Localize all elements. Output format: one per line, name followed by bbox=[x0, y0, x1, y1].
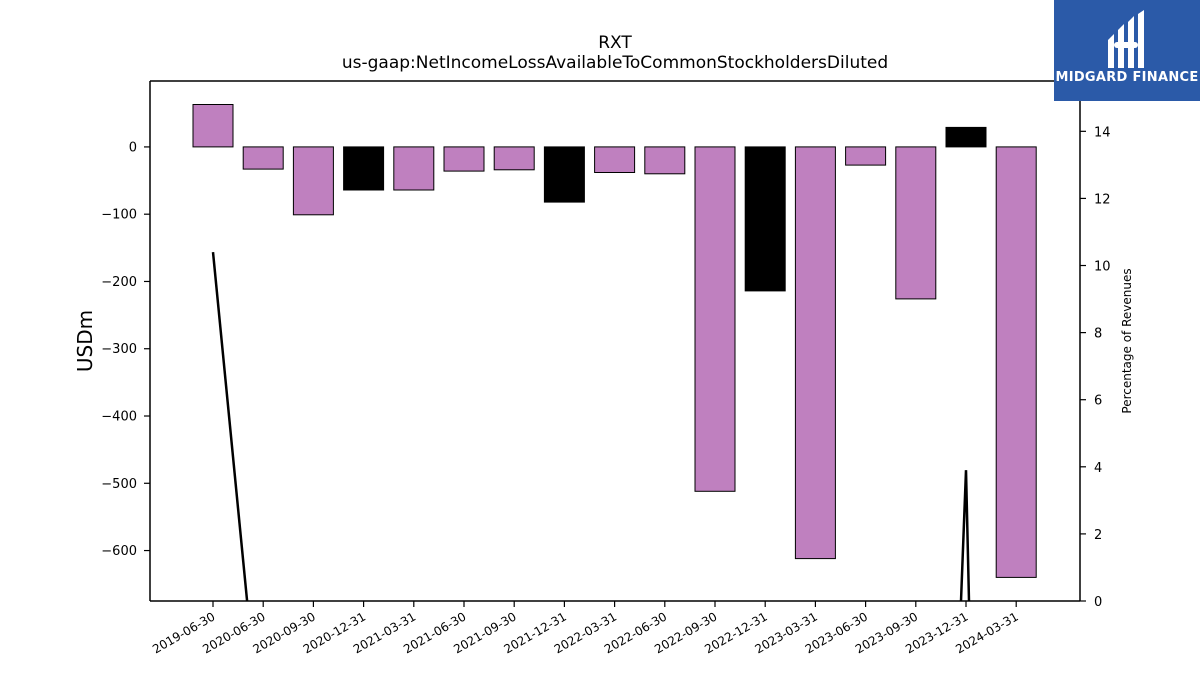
bar bbox=[945, 126, 987, 148]
bar bbox=[343, 146, 385, 191]
x-axis-ticks: 2019-06-302020-06-302020-09-302020-12-31… bbox=[150, 601, 1021, 656]
bar bbox=[644, 146, 686, 175]
bar bbox=[443, 146, 485, 172]
bar bbox=[995, 146, 1037, 578]
bar bbox=[242, 146, 284, 170]
bar bbox=[543, 146, 585, 203]
y2-tick-label: 14 bbox=[1094, 125, 1111, 140]
y2-tick-label: 10 bbox=[1094, 260, 1111, 275]
y-tick-label: −200 bbox=[101, 275, 137, 290]
bar bbox=[292, 146, 334, 216]
bars-group bbox=[192, 104, 1037, 578]
brand-name: MIDGARD FINANCE bbox=[1055, 70, 1198, 85]
bar bbox=[794, 146, 836, 560]
brand-logo-background bbox=[1054, 0, 1200, 101]
brand-mark-icon bbox=[1108, 10, 1144, 68]
percentage-line bbox=[211, 251, 249, 602]
bar bbox=[694, 146, 736, 492]
brand-logo: MIDGARD FINANCE bbox=[1054, 0, 1200, 101]
y-tick-label: −500 bbox=[101, 477, 137, 492]
y2-tick-label: 0 bbox=[1094, 595, 1102, 610]
y2-tick-label: 12 bbox=[1094, 192, 1111, 207]
y2-tick-label: 4 bbox=[1094, 461, 1102, 476]
y-tick-label: −600 bbox=[101, 544, 137, 559]
y2-axis-ticks: 0 2 4 6 8 10 12 14 bbox=[1080, 125, 1111, 610]
y2-axis-label: Percentage of Revenues bbox=[1120, 268, 1134, 413]
chart-title: RXT bbox=[598, 33, 632, 53]
percentage-line-group bbox=[211, 251, 971, 602]
bar bbox=[845, 146, 887, 166]
y-tick-label: −100 bbox=[101, 208, 137, 223]
y-axis-ticks: 0 −100 −200 −300 −400 −500 −600 bbox=[101, 140, 150, 559]
percentage-line bbox=[959, 470, 971, 602]
y2-tick-label: 8 bbox=[1094, 327, 1102, 342]
y-axis-label: USDm bbox=[73, 310, 97, 372]
y-tick-label: −300 bbox=[101, 342, 137, 357]
chart-subtitle: us-gaap:NetIncomeLossAvailableToCommonSt… bbox=[342, 53, 888, 73]
y-tick-label: −400 bbox=[101, 410, 137, 425]
bar bbox=[895, 146, 937, 300]
y2-tick-label: 2 bbox=[1094, 528, 1102, 543]
bar bbox=[393, 146, 435, 191]
bar bbox=[744, 146, 786, 292]
bar bbox=[192, 104, 234, 148]
y-tick-label: 0 bbox=[129, 140, 137, 155]
bar bbox=[493, 146, 535, 171]
y2-tick-label: 6 bbox=[1094, 394, 1102, 409]
bar bbox=[594, 146, 636, 173]
